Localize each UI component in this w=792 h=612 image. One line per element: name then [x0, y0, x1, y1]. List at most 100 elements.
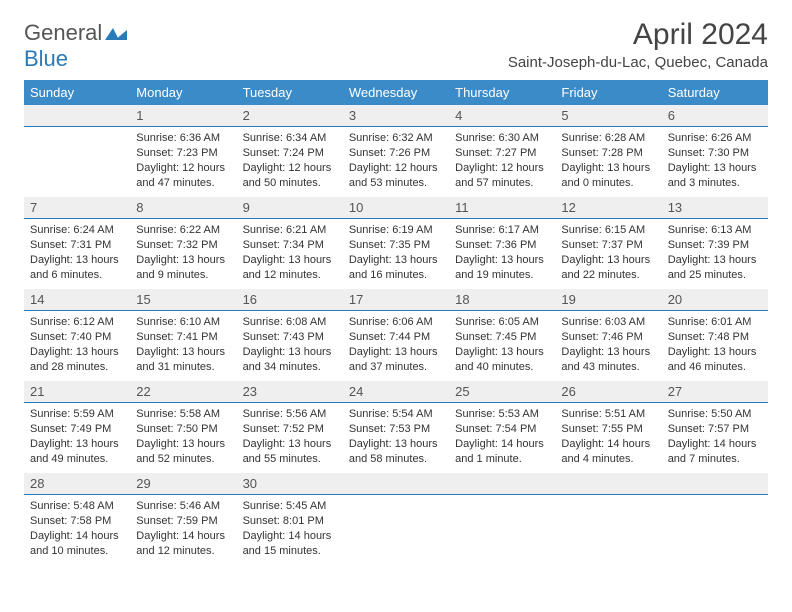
day-detail: Sunrise: 5:46 AMSunset: 7:59 PMDaylight:… — [130, 495, 236, 564]
sunset-text: Sunset: 7:26 PM — [349, 146, 443, 161]
day-number — [555, 473, 661, 495]
calendar-cell — [662, 473, 768, 565]
sunset-text: Sunset: 7:44 PM — [349, 330, 443, 345]
day-number: 17 — [343, 289, 449, 311]
calendar-cell: 9Sunrise: 6:21 AMSunset: 7:34 PMDaylight… — [237, 197, 343, 289]
calendar-cell: 17Sunrise: 6:06 AMSunset: 7:44 PMDayligh… — [343, 289, 449, 381]
calendar-row: 28Sunrise: 5:48 AMSunset: 7:58 PMDayligh… — [24, 473, 768, 565]
day-number: 22 — [130, 381, 236, 403]
day-number: 24 — [343, 381, 449, 403]
calendar-cell — [449, 473, 555, 565]
day-detail: Sunrise: 6:21 AMSunset: 7:34 PMDaylight:… — [237, 219, 343, 288]
calendar-cell — [24, 105, 130, 197]
daylight-text: Daylight: 13 hours and 28 minutes. — [30, 345, 124, 375]
calendar-cell: 13Sunrise: 6:13 AMSunset: 7:39 PMDayligh… — [662, 197, 768, 289]
sunset-text: Sunset: 7:48 PM — [668, 330, 762, 345]
location-text: Saint-Joseph-du-Lac, Quebec, Canada — [508, 54, 768, 71]
sunset-text: Sunset: 7:54 PM — [455, 422, 549, 437]
sunrise-text: Sunrise: 6:36 AM — [136, 131, 230, 146]
calendar-cell: 18Sunrise: 6:05 AMSunset: 7:45 PMDayligh… — [449, 289, 555, 381]
sunrise-text: Sunrise: 6:13 AM — [668, 223, 762, 238]
day-detail: Sunrise: 5:59 AMSunset: 7:49 PMDaylight:… — [24, 403, 130, 472]
daylight-text: Daylight: 13 hours and 49 minutes. — [30, 437, 124, 467]
sunrise-text: Sunrise: 5:50 AM — [668, 407, 762, 422]
day-detail: Sunrise: 6:06 AMSunset: 7:44 PMDaylight:… — [343, 311, 449, 380]
daylight-text: Daylight: 13 hours and 22 minutes. — [561, 253, 655, 283]
sunset-text: Sunset: 7:57 PM — [668, 422, 762, 437]
day-detail: Sunrise: 6:28 AMSunset: 7:28 PMDaylight:… — [555, 127, 661, 196]
sunrise-text: Sunrise: 6:17 AM — [455, 223, 549, 238]
weekday-header: Monday — [130, 80, 236, 105]
calendar-cell: 29Sunrise: 5:46 AMSunset: 7:59 PMDayligh… — [130, 473, 236, 565]
brand-shape-icon — [105, 20, 127, 46]
sunset-text: Sunset: 7:36 PM — [455, 238, 549, 253]
sunset-text: Sunset: 7:59 PM — [136, 514, 230, 529]
sunset-text: Sunset: 7:41 PM — [136, 330, 230, 345]
daylight-text: Daylight: 13 hours and 19 minutes. — [455, 253, 549, 283]
sunrise-text: Sunrise: 6:34 AM — [243, 131, 337, 146]
sunrise-text: Sunrise: 5:54 AM — [349, 407, 443, 422]
daylight-text: Daylight: 13 hours and 58 minutes. — [349, 437, 443, 467]
day-detail: Sunrise: 6:36 AMSunset: 7:23 PMDaylight:… — [130, 127, 236, 196]
daylight-text: Daylight: 14 hours and 1 minute. — [455, 437, 549, 467]
calendar-table: Sunday Monday Tuesday Wednesday Thursday… — [24, 80, 768, 565]
day-number — [449, 473, 555, 495]
weekday-header: Thursday — [449, 80, 555, 105]
calendar-head: Sunday Monday Tuesday Wednesday Thursday… — [24, 80, 768, 105]
calendar-cell: 25Sunrise: 5:53 AMSunset: 7:54 PMDayligh… — [449, 381, 555, 473]
sunset-text: Sunset: 7:34 PM — [243, 238, 337, 253]
daylight-text: Daylight: 13 hours and 55 minutes. — [243, 437, 337, 467]
calendar-cell: 12Sunrise: 6:15 AMSunset: 7:37 PMDayligh… — [555, 197, 661, 289]
daylight-text: Daylight: 13 hours and 0 minutes. — [561, 161, 655, 191]
page-title: April 2024 — [508, 18, 768, 52]
daylight-text: Daylight: 13 hours and 34 minutes. — [243, 345, 337, 375]
day-detail: Sunrise: 6:26 AMSunset: 7:30 PMDaylight:… — [662, 127, 768, 196]
daylight-text: Daylight: 13 hours and 12 minutes. — [243, 253, 337, 283]
calendar-cell: 11Sunrise: 6:17 AMSunset: 7:36 PMDayligh… — [449, 197, 555, 289]
daylight-text: Daylight: 14 hours and 12 minutes. — [136, 529, 230, 559]
sunrise-text: Sunrise: 6:03 AM — [561, 315, 655, 330]
sunset-text: Sunset: 7:24 PM — [243, 146, 337, 161]
day-number: 15 — [130, 289, 236, 311]
calendar-cell: 8Sunrise: 6:22 AMSunset: 7:32 PMDaylight… — [130, 197, 236, 289]
day-detail: Sunrise: 6:01 AMSunset: 7:48 PMDaylight:… — [662, 311, 768, 380]
calendar-row: 21Sunrise: 5:59 AMSunset: 7:49 PMDayligh… — [24, 381, 768, 473]
sunrise-text: Sunrise: 6:21 AM — [243, 223, 337, 238]
sunset-text: Sunset: 7:46 PM — [561, 330, 655, 345]
day-detail: Sunrise: 6:03 AMSunset: 7:46 PMDaylight:… — [555, 311, 661, 380]
day-detail: Sunrise: 6:32 AMSunset: 7:26 PMDaylight:… — [343, 127, 449, 196]
sunset-text: Sunset: 8:01 PM — [243, 514, 337, 529]
calendar-cell: 19Sunrise: 6:03 AMSunset: 7:46 PMDayligh… — [555, 289, 661, 381]
calendar-cell: 7Sunrise: 6:24 AMSunset: 7:31 PMDaylight… — [24, 197, 130, 289]
day-number: 28 — [24, 473, 130, 495]
day-number: 26 — [555, 381, 661, 403]
day-detail: Sunrise: 5:58 AMSunset: 7:50 PMDaylight:… — [130, 403, 236, 472]
daylight-text: Daylight: 12 hours and 53 minutes. — [349, 161, 443, 191]
weekday-header: Wednesday — [343, 80, 449, 105]
daylight-text: Daylight: 12 hours and 47 minutes. — [136, 161, 230, 191]
sunset-text: Sunset: 7:49 PM — [30, 422, 124, 437]
sunrise-text: Sunrise: 6:01 AM — [668, 315, 762, 330]
day-number: 20 — [662, 289, 768, 311]
sunset-text: Sunset: 7:30 PM — [668, 146, 762, 161]
calendar-cell: 6Sunrise: 6:26 AMSunset: 7:30 PMDaylight… — [662, 105, 768, 197]
day-number: 7 — [24, 197, 130, 219]
day-number: 23 — [237, 381, 343, 403]
sunrise-text: Sunrise: 5:46 AM — [136, 499, 230, 514]
day-detail: Sunrise: 6:08 AMSunset: 7:43 PMDaylight:… — [237, 311, 343, 380]
day-number — [343, 473, 449, 495]
calendar-cell: 24Sunrise: 5:54 AMSunset: 7:53 PMDayligh… — [343, 381, 449, 473]
day-detail: Sunrise: 5:51 AMSunset: 7:55 PMDaylight:… — [555, 403, 661, 472]
day-detail: Sunrise: 6:17 AMSunset: 7:36 PMDaylight:… — [449, 219, 555, 288]
sunrise-text: Sunrise: 5:56 AM — [243, 407, 337, 422]
day-detail: Sunrise: 6:10 AMSunset: 7:41 PMDaylight:… — [130, 311, 236, 380]
day-number: 5 — [555, 105, 661, 127]
day-number — [662, 473, 768, 495]
calendar-row: 14Sunrise: 6:12 AMSunset: 7:40 PMDayligh… — [24, 289, 768, 381]
day-detail: Sunrise: 6:13 AMSunset: 7:39 PMDaylight:… — [662, 219, 768, 288]
daylight-text: Daylight: 13 hours and 40 minutes. — [455, 345, 549, 375]
sunrise-text: Sunrise: 6:10 AM — [136, 315, 230, 330]
sunrise-text: Sunrise: 6:15 AM — [561, 223, 655, 238]
day-detail: Sunrise: 6:19 AMSunset: 7:35 PMDaylight:… — [343, 219, 449, 288]
calendar-cell: 14Sunrise: 6:12 AMSunset: 7:40 PMDayligh… — [24, 289, 130, 381]
